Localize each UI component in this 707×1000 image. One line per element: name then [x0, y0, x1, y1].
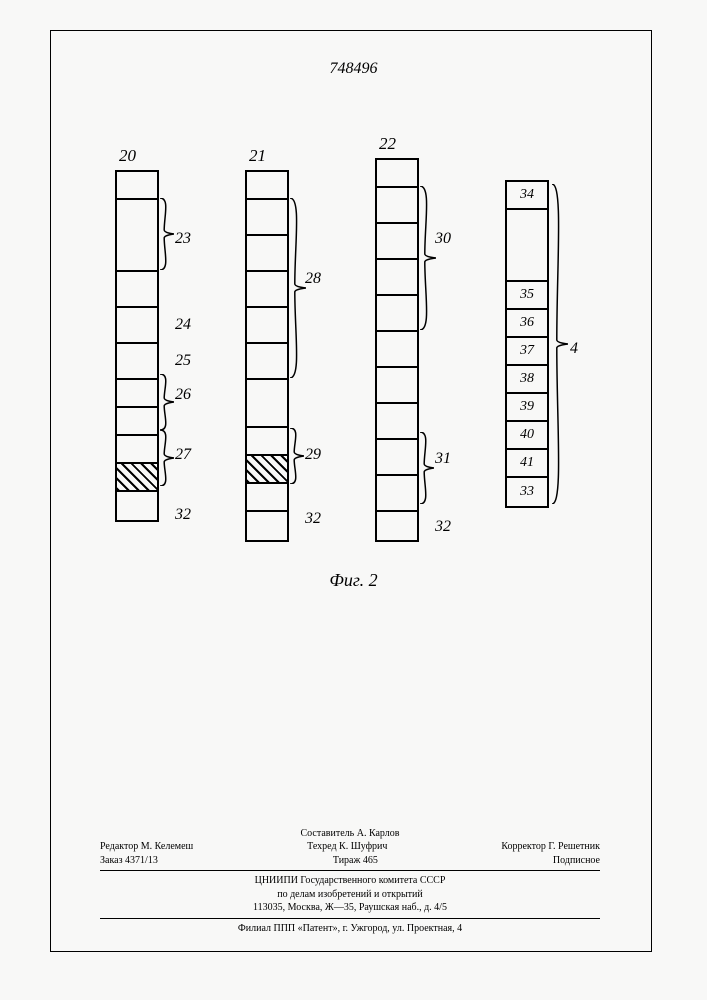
cell: [377, 224, 417, 260]
cell: [117, 380, 157, 408]
ref-label: 23: [175, 230, 191, 248]
footer-tirazh: Тираж 465: [333, 854, 378, 868]
cell: 40: [507, 422, 547, 450]
cell: [247, 456, 287, 484]
cell: [377, 512, 417, 540]
cell: [117, 308, 157, 344]
cell: [377, 404, 417, 440]
cell: 39: [507, 394, 547, 422]
brace: [290, 428, 304, 484]
ref-label: 24: [175, 316, 191, 334]
col-a-header: 20: [119, 146, 136, 166]
brace: [552, 184, 568, 504]
cell: [117, 344, 157, 380]
cell: [247, 484, 287, 512]
brace: [420, 186, 436, 330]
footer-org: ЦНИИПИ Государственного комитета СССР: [100, 874, 600, 888]
cell: [117, 436, 157, 464]
column-a: [115, 170, 159, 522]
cell: [117, 464, 157, 492]
column-d: 34 3536373839404133: [505, 180, 549, 508]
col-b-header: 21: [249, 146, 266, 166]
cell: [117, 200, 157, 272]
cell: [377, 476, 417, 512]
cell: [247, 512, 287, 540]
ref-label: 32: [305, 510, 321, 528]
ref-label: 31: [435, 450, 451, 468]
column-b: [245, 170, 289, 542]
cell: [377, 296, 417, 332]
cell: [247, 272, 287, 308]
cell: [377, 188, 417, 224]
ref-label: 26: [175, 386, 191, 404]
column-c: [375, 158, 419, 542]
cell: [507, 210, 547, 282]
footer-order: Заказ 4371/13: [100, 854, 158, 868]
ref-label: 30: [435, 230, 451, 248]
brace: [160, 374, 174, 430]
cell: [247, 172, 287, 200]
footer-dept: по делам изобретений и открытий: [100, 888, 600, 902]
footer-subscription: Подписное: [553, 854, 600, 868]
cell: 38: [507, 366, 547, 394]
brace: [160, 198, 174, 270]
footer-corrector: Корректор Г. Решетник: [501, 840, 600, 854]
figure-caption: Фиг. 2: [0, 570, 707, 591]
ref-label: 29: [305, 446, 321, 464]
brace: [420, 432, 434, 504]
cell: [377, 368, 417, 404]
cell: [377, 440, 417, 476]
cell: [117, 272, 157, 308]
cell: 37: [507, 338, 547, 366]
col-c-header: 22: [379, 134, 396, 154]
footer-techred: Техред К. Шуфрич: [307, 840, 387, 854]
ref-label: 25: [175, 352, 191, 370]
ref-label: 27: [175, 446, 191, 464]
brace: [160, 430, 174, 486]
cell: [377, 332, 417, 368]
footer-filial: Филиал ППП «Патент», г. Ужгород, ул. Про…: [100, 922, 600, 936]
brace: [290, 198, 306, 378]
cell: [247, 344, 287, 380]
cell: [247, 200, 287, 236]
cell: 35: [507, 282, 547, 310]
footer-compiler: Составитель А. Карлов: [100, 827, 600, 841]
footer-addr: 113035, Москва, Ж—35, Раушская наб., д. …: [100, 901, 600, 915]
cell: [247, 380, 287, 428]
cell: 34: [507, 182, 547, 210]
ref-label: 32: [175, 506, 191, 524]
cell: [247, 428, 287, 456]
ref-label: 28: [305, 270, 321, 288]
cell: 33: [507, 478, 547, 506]
cell: [247, 308, 287, 344]
cell: [117, 408, 157, 436]
cell: 41: [507, 450, 547, 478]
footer-editor: Редактор М. Келемеш: [100, 840, 193, 854]
cell: [377, 160, 417, 188]
ref-label: 4: [570, 340, 578, 358]
patent-number: 748496: [0, 60, 707, 78]
cell: [117, 492, 157, 520]
ref-label: 32: [435, 518, 451, 536]
diagram-area: 20 21 22 343536373839404133 232425262732…: [75, 170, 635, 600]
cell: [117, 172, 157, 200]
cell: 36: [507, 310, 547, 338]
footer: Составитель А. Карлов Редактор М. Келеме…: [100, 827, 600, 936]
cell: [377, 260, 417, 296]
cell: [247, 236, 287, 272]
